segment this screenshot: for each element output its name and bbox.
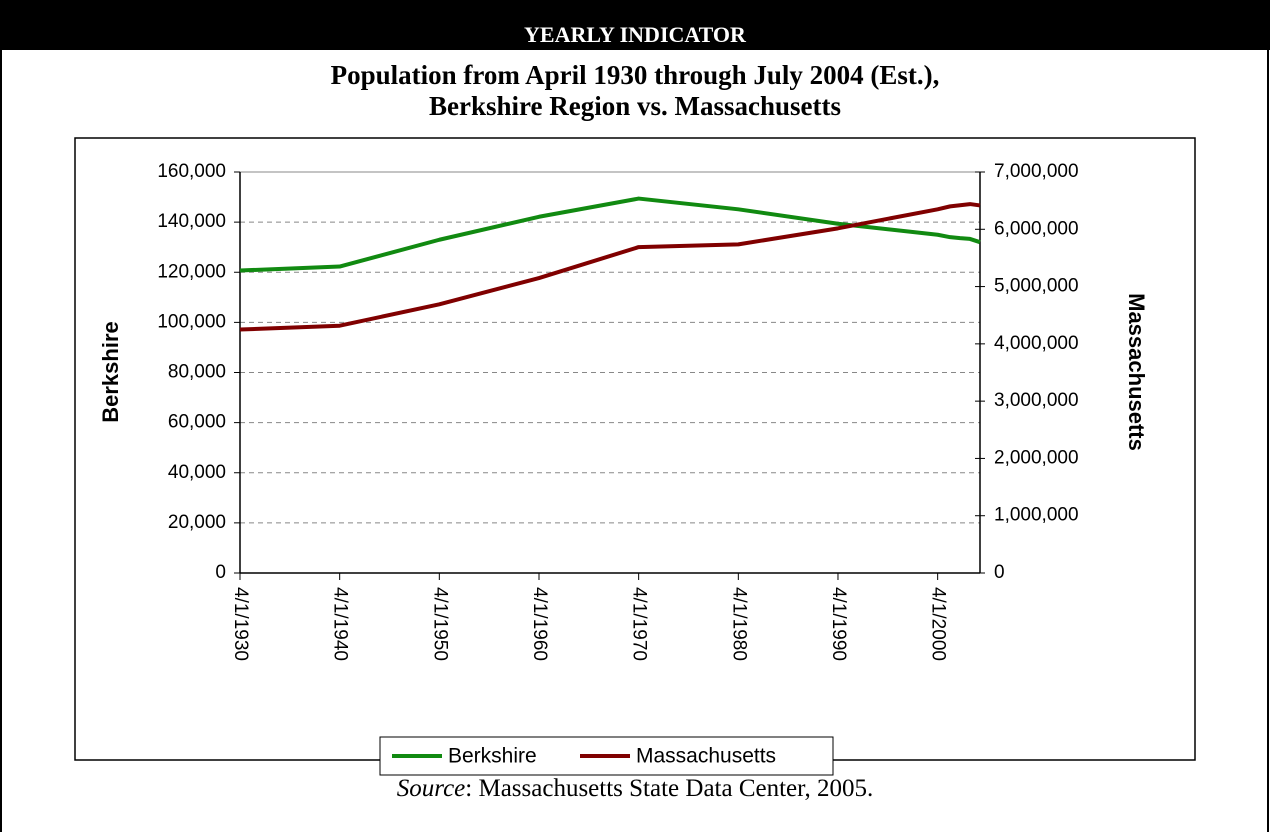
chart-title: Berkshire Region vs. Massachusetts [429, 91, 841, 121]
y-tick-label: 120,000 [157, 261, 226, 282]
x-tick-label: 4/1/1990 [828, 587, 849, 661]
y-tick-label: 20,000 [168, 512, 226, 533]
y-tick-label: 40,000 [168, 462, 226, 483]
header-bar [0, 0, 1270, 50]
y2-tick-label: 0 [994, 562, 1005, 583]
y-axis-title: Berkshire [98, 321, 123, 423]
x-tick-label: 4/1/2000 [928, 587, 949, 661]
y2-tick-label: 5,000,000 [994, 276, 1079, 297]
x-tick-label: 4/1/1980 [728, 587, 749, 661]
x-tick-label: 4/1/1950 [429, 587, 450, 661]
source: Source: Massachusetts State Data Center,… [397, 775, 873, 802]
y-tick-label: 160,000 [157, 161, 226, 182]
line-series [239, 202, 981, 332]
y2-tick-label: 1,000,000 [994, 505, 1079, 526]
source-label: Source [397, 775, 466, 802]
x-tick-label: 4/1/1930 [230, 587, 251, 661]
y-tick-label: 0 [215, 562, 226, 583]
y2-tick-label: 4,000,000 [994, 333, 1079, 354]
x-tick-label: 4/1/1970 [629, 587, 650, 661]
y-tick-label: 100,000 [157, 311, 226, 332]
chart-title: Population from April 1930 through July … [331, 60, 940, 90]
y2-tick-label: 7,000,000 [994, 161, 1079, 182]
source-text: : Massachusetts State Data Center, 2005. [465, 775, 873, 802]
x-tick-label: 4/1/1960 [529, 587, 550, 661]
legend-label: Massachusetts [636, 745, 776, 768]
y2-tick-label: 6,000,000 [994, 218, 1079, 239]
y2-tick-label: 3,000,000 [994, 390, 1079, 411]
x-tick-label: 4/1/1940 [330, 587, 351, 661]
y-tick-label: 60,000 [168, 412, 226, 433]
chart-frame [74, 137, 1196, 761]
y2-tick-label: 2,000,000 [994, 447, 1079, 468]
legend-label: Berkshire [448, 745, 537, 768]
y-tick-label: 80,000 [168, 362, 226, 383]
header: YEARLY INDICATOR [524, 22, 747, 47]
line-series [239, 196, 981, 273]
y-tick-label: 140,000 [157, 211, 226, 232]
y2-axis-title: Massachusetts [1124, 293, 1149, 451]
